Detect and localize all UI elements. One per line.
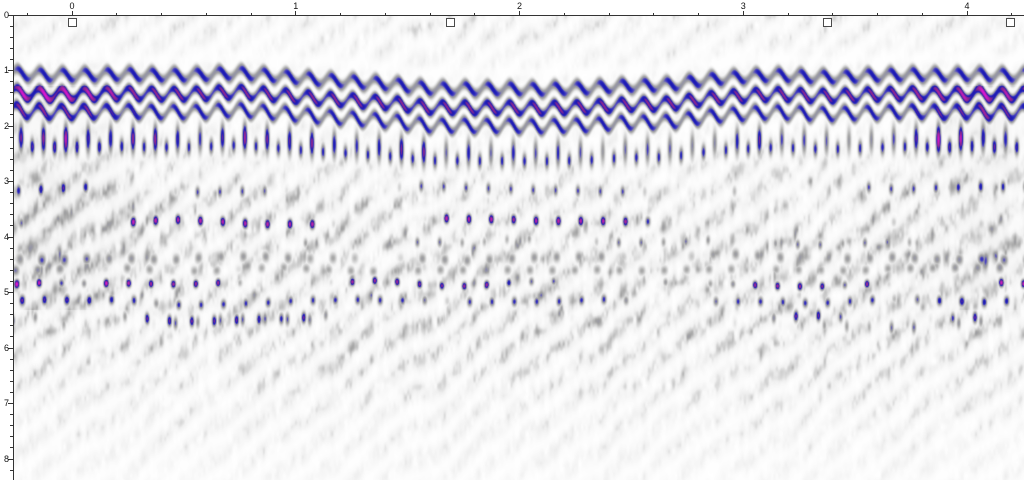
x-axis-tick — [26, 12, 28, 15]
x-axis-tick — [1011, 12, 1013, 15]
y-axis-tick — [10, 158, 13, 160]
y-axis-tick — [10, 269, 13, 271]
x-axis-tick — [563, 12, 565, 15]
x-axis-tick — [116, 12, 118, 15]
x-axis-tick — [71, 11, 73, 15]
y-axis-tick — [10, 303, 13, 305]
y-axis-tick — [10, 436, 13, 438]
y-axis-tick — [10, 58, 13, 60]
y-axis-label: 3 — [3, 176, 9, 186]
y-axis-tick — [10, 369, 13, 371]
y-axis-tick — [10, 192, 13, 194]
x-axis-tick — [161, 12, 162, 15]
y-axis-tick — [8, 236, 13, 238]
y-axis-tick — [10, 225, 13, 227]
y-axis-tick — [10, 380, 13, 382]
x-axis-tick — [877, 12, 878, 15]
x-axis-label: 1 — [293, 1, 299, 11]
y-axis-label: 6 — [3, 342, 9, 353]
y-axis-tick — [8, 125, 13, 127]
x-axis-tick — [474, 12, 476, 15]
y-axis-tick — [10, 136, 13, 138]
y-axis-line — [13, 15, 14, 480]
y-axis-label: 0 — [3, 9, 9, 20]
survey-marker[interactable] — [67, 18, 77, 27]
x-axis-tick — [787, 12, 789, 15]
x-axis-tick — [653, 12, 655, 15]
y-axis-tick — [8, 458, 13, 460]
survey-marker[interactable] — [822, 18, 832, 27]
x-axis-tick — [698, 12, 699, 15]
y-axis-tick — [10, 325, 13, 327]
y-axis-tick — [10, 92, 13, 94]
y-axis-tick — [10, 47, 13, 49]
y-axis-label: 5 — [3, 287, 9, 297]
y-axis-label: 4 — [3, 231, 9, 242]
survey-marker[interactable] — [445, 18, 455, 27]
y-axis-tick — [10, 25, 13, 27]
y-axis-tick — [10, 469, 13, 471]
x-axis-tick — [921, 12, 923, 15]
y-axis-tick — [10, 169, 13, 171]
x-axis-tick — [250, 12, 252, 15]
x-axis-label: 0 — [69, 1, 75, 11]
y-axis-tick — [10, 391, 13, 393]
y-axis-tick — [10, 214, 13, 216]
x-axis-label: 4 — [964, 1, 970, 11]
radargram-canvas[interactable] — [13, 16, 1024, 480]
y-axis-tick — [8, 292, 13, 293]
y-axis-tick — [10, 147, 13, 149]
y-axis-label: 7 — [3, 398, 9, 408]
x-axis-tick — [832, 12, 834, 15]
y-axis-tick — [10, 447, 13, 449]
y-axis-tick — [8, 403, 13, 404]
y-axis-tick — [10, 425, 13, 427]
y-axis-label: 8 — [3, 453, 9, 464]
y-axis-tick — [10, 114, 13, 116]
x-axis-tick — [205, 12, 207, 15]
x-axis-label: 3 — [740, 1, 746, 11]
y-axis-tick — [10, 414, 13, 416]
x-axis-tick — [608, 12, 610, 15]
x-axis-tick — [966, 11, 968, 15]
x-axis-tick — [340, 12, 341, 15]
y-axis-tick — [8, 347, 13, 349]
y-axis-tick — [10, 203, 13, 205]
y-axis-label: 2 — [3, 120, 9, 131]
x-axis-tick — [742, 11, 744, 15]
x-axis-line — [13, 15, 1024, 16]
y-axis-tick — [10, 36, 13, 38]
y-axis-tick — [10, 103, 13, 105]
survey-marker[interactable] — [1005, 18, 1015, 27]
y-axis-tick — [10, 280, 13, 282]
y-axis-tick — [8, 14, 13, 16]
x-axis-tick — [429, 12, 431, 15]
x-axis-label: 2 — [516, 1, 523, 11]
y-axis-tick — [8, 181, 13, 182]
y-axis-tick — [10, 314, 13, 316]
y-axis-tick — [10, 247, 13, 249]
x-axis-tick — [384, 12, 386, 15]
y-axis-tick — [10, 336, 13, 338]
y-axis-label: 1 — [3, 65, 9, 75]
y-axis-tick — [10, 358, 13, 360]
y-axis-tick — [8, 70, 13, 71]
y-axis-tick — [10, 81, 13, 83]
x-axis-tick — [295, 11, 297, 15]
x-axis-tick — [519, 11, 520, 15]
y-axis-tick — [10, 258, 13, 260]
